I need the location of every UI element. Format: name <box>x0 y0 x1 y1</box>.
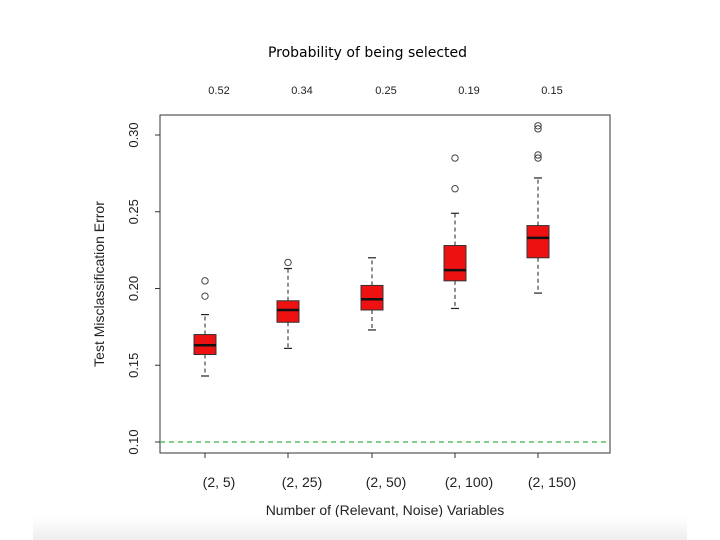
y-axis-label: Test Misclassification Error <box>91 201 107 367</box>
box-group <box>526 122 550 294</box>
x-tick-label: (2, 100) <box>445 474 493 490</box>
box-iqr <box>443 245 467 282</box>
plot-frame <box>159 114 611 454</box>
x-tick-label: (2, 50) <box>366 474 406 490</box>
top-axis-label: 0.34 <box>291 85 312 97</box>
x-axis-label: Number of (Relevant, Noise) Variables <box>266 502 505 518</box>
box-group <box>193 277 217 377</box>
box-group <box>443 154 467 310</box>
top-axis-label: 0.19 <box>458 85 479 97</box>
x-tick-label: (2, 25) <box>282 474 322 490</box>
outlier-point <box>534 151 542 159</box>
y-tick-label: 0.20 <box>126 276 141 301</box>
box-group <box>276 258 300 349</box>
outlier-point <box>534 125 542 133</box>
outlier-point <box>451 154 459 162</box>
x-tick-label: (2, 150) <box>528 474 576 490</box>
outlier-point <box>284 258 292 267</box>
y-tick-label: 0.30 <box>126 122 141 147</box>
outlier-point <box>201 277 209 285</box>
page-title: Probability of being selected <box>267 45 468 61</box>
outlier-point <box>534 154 542 162</box>
top-axis-label: 0.15 <box>541 85 562 97</box>
outlier-point <box>534 122 542 130</box>
x-tick-label: (2, 5) <box>203 474 236 490</box>
box-iqr <box>276 300 300 323</box>
outlier-point <box>201 292 209 300</box>
top-axis-label: 0.25 <box>375 85 396 97</box>
box-iqr <box>360 284 384 311</box>
y-tick-label: 0.15 <box>126 353 141 378</box>
y-tick-label: 0.25 <box>126 199 141 224</box>
box-group <box>360 257 384 331</box>
y-tick-label: 0.10 <box>126 429 141 454</box>
top-axis-label: 0.52 <box>208 85 229 97</box>
bottom-shadow <box>33 517 687 540</box>
box-iqr <box>526 225 550 259</box>
outlier-point <box>451 185 459 193</box>
